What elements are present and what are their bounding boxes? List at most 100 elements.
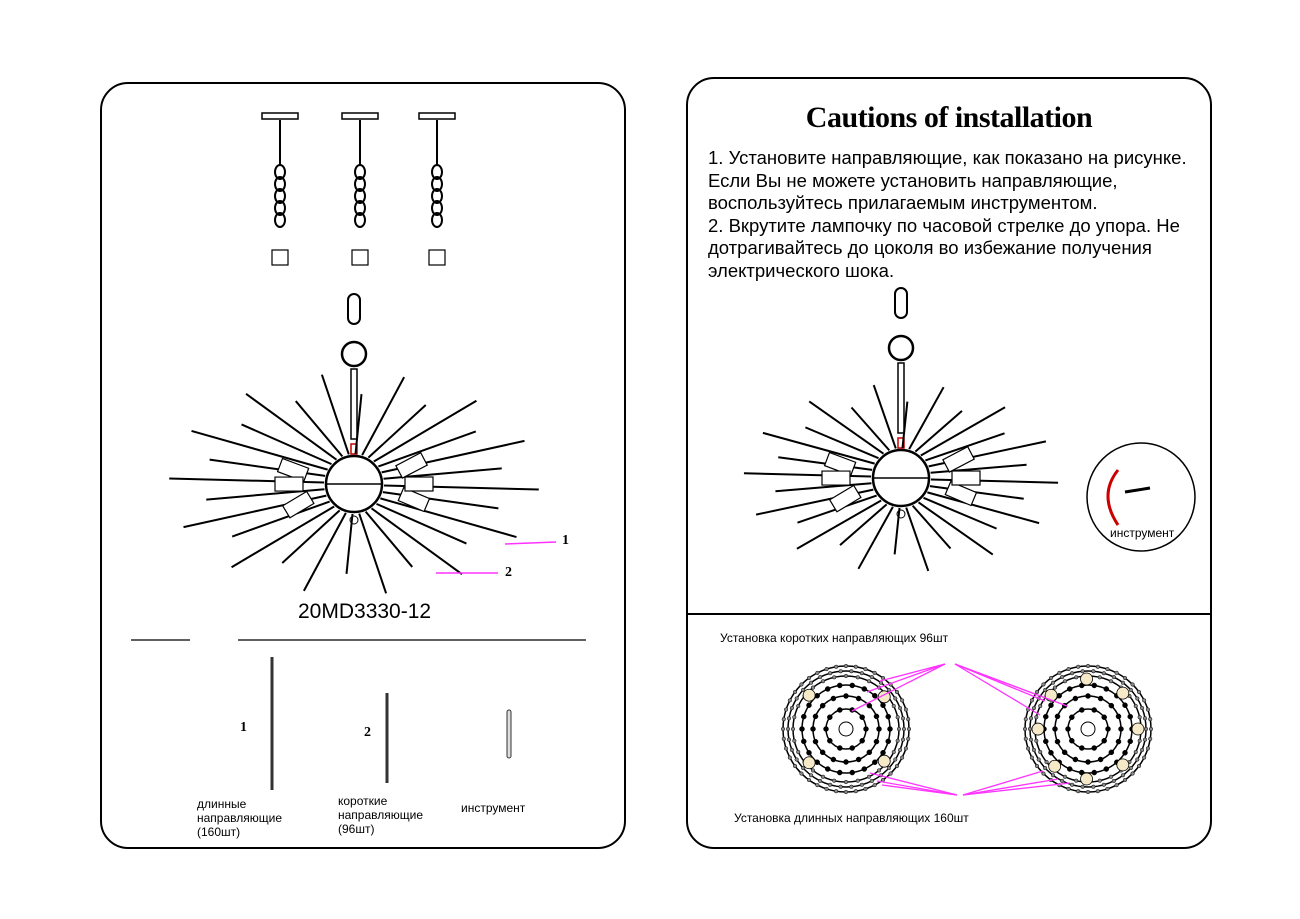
- bulb-socket: [281, 490, 315, 519]
- guide-hole: [1048, 675, 1054, 681]
- guide-rod: [302, 512, 347, 592]
- hook-mount: [261, 112, 299, 120]
- guide-hole: [1114, 783, 1119, 788]
- bulb-position: [802, 756, 816, 770]
- guide-hole: [855, 778, 860, 783]
- guide-hole: [872, 783, 877, 788]
- guide-hole: [792, 689, 798, 695]
- guide-hole: [799, 682, 804, 687]
- guide-hole: [824, 667, 829, 672]
- guide-hole: [801, 766, 806, 771]
- guide-rod: [911, 504, 952, 550]
- guide-hole: [827, 738, 833, 744]
- guide-hole: [1031, 705, 1036, 711]
- guide-hole: [1028, 716, 1034, 721]
- bulb-position: [1048, 759, 1062, 773]
- guide-hole: [853, 789, 858, 794]
- chain-link: [354, 212, 366, 228]
- chain-link: [347, 293, 361, 325]
- guide-hole: [823, 726, 829, 732]
- guide-hole: [1105, 726, 1111, 732]
- guide-rod: [908, 386, 945, 450]
- guide-rod: [361, 376, 406, 456]
- pointer-line: [869, 772, 958, 796]
- guide-hole: [792, 738, 797, 743]
- guide-hole: [785, 726, 791, 732]
- callout-1: 1: [562, 533, 569, 548]
- guide-hole: [1145, 746, 1150, 751]
- guide-hole: [1072, 695, 1079, 702]
- pointer-line: [962, 782, 1071, 796]
- bulb-position: [877, 754, 891, 768]
- guide-rod: [294, 400, 344, 457]
- guide-hole: [790, 726, 796, 732]
- guide-hole: [876, 726, 882, 732]
- guide-rod: [380, 497, 517, 539]
- guide-hole: [1091, 769, 1098, 776]
- guide-hole: [1148, 736, 1153, 741]
- guide-hole: [843, 673, 849, 679]
- guide-hole: [1029, 755, 1034, 760]
- ring: [887, 334, 915, 362]
- guide-hole: [828, 671, 833, 676]
- guide-hole: [1128, 766, 1133, 771]
- guide-hole: [869, 778, 874, 783]
- guide-hole: [806, 675, 812, 681]
- guide-hole: [843, 789, 849, 795]
- bulb-socket: [395, 451, 429, 479]
- guide-hole: [894, 763, 900, 769]
- guide-hole: [810, 685, 816, 690]
- guide-hole: [893, 757, 898, 762]
- center-hole: [838, 721, 854, 737]
- guide-hole: [886, 766, 891, 771]
- guide-hole: [1136, 689, 1142, 695]
- pointer-line: [962, 770, 1044, 796]
- guide-hole: [872, 670, 877, 675]
- guide-rod: [281, 509, 341, 564]
- canopy-mount: [341, 112, 379, 120]
- guide-hole: [830, 695, 837, 702]
- guide-rod: [762, 431, 875, 465]
- guide-hole: [1069, 738, 1075, 744]
- guide-hole: [896, 726, 902, 732]
- guide-hole: [1036, 757, 1041, 762]
- guide-hole: [1103, 686, 1110, 692]
- guide-rod: [364, 511, 414, 568]
- guide-rod: [796, 499, 882, 550]
- guide-hole: [1128, 687, 1133, 692]
- guide-rod: [376, 502, 467, 545]
- guide-hole: [1050, 680, 1056, 685]
- guide-rod: [872, 384, 897, 449]
- guide-hole: [1070, 671, 1075, 676]
- guide-hole: [806, 750, 812, 756]
- guide-hole: [1076, 789, 1081, 794]
- tool-label: инструмент: [1110, 526, 1175, 540]
- short-guides-label: Установка коротких направляющих 96шт: [720, 631, 949, 645]
- guide-hole: [1101, 671, 1106, 676]
- guide-rod: [839, 503, 888, 546]
- guide-rod: [914, 410, 963, 453]
- guide-hole: [1027, 726, 1033, 732]
- guide-hole: [1080, 784, 1085, 789]
- callout-2: 2: [505, 565, 512, 580]
- guide-hole: [1091, 745, 1097, 751]
- chain-link: [894, 287, 908, 319]
- guide-hole: [1076, 664, 1081, 669]
- guide-hole: [1038, 703, 1043, 709]
- guide-rod: [373, 399, 477, 463]
- guide-hole: [873, 713, 880, 720]
- guide-rod: [850, 406, 891, 452]
- guide-hole: [794, 757, 799, 762]
- guide-hole: [1122, 750, 1128, 756]
- guide-hole: [1135, 696, 1140, 701]
- guide-hole: [810, 726, 816, 732]
- guide-hole: [869, 675, 874, 680]
- guide-hole: [1105, 667, 1110, 672]
- guide-hole: [1097, 756, 1104, 763]
- guide-hole: [799, 771, 804, 776]
- guide-hole: [1085, 693, 1091, 699]
- guide-hole: [792, 715, 797, 720]
- chain-link: [354, 176, 366, 192]
- divider: [688, 613, 1210, 615]
- guide-hole: [792, 763, 798, 769]
